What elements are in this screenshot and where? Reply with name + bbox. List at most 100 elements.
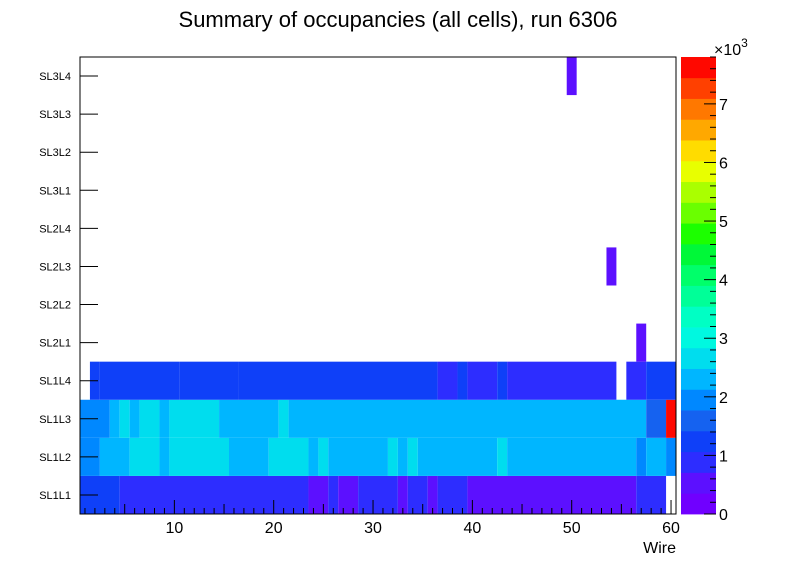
color-scale-swatch-2: [681, 451, 716, 473]
color-scale-swatch-1: [681, 472, 716, 494]
y-tick-label-sl2l1: SL2L1: [39, 338, 71, 350]
color-scale-swatch-19: [681, 98, 716, 120]
heatmap-cell-sl1l1-wire-57-59: [636, 475, 667, 514]
heatmap-cell-sl1l4-wire-44-54: [507, 361, 617, 400]
heatmap-cell-sl2l3-wire-54-54: [606, 247, 617, 286]
color-scale-swatch-5: [681, 389, 716, 411]
heatmap-cell-sl1l4-wire-43-43: [497, 361, 508, 400]
color-scale-swatch-21: [681, 57, 716, 79]
color-scale-label-4000: 4: [719, 273, 728, 290]
heatmap-cell-sl1l2-wire-20-23: [268, 437, 309, 476]
heatmap-cell-sl1l1-wire-27-28: [338, 475, 359, 514]
heatmap-cell-sl1l1-wire-34-35: [407, 475, 428, 514]
heatmap-cell-sl1l2-wire-57-57: [636, 437, 647, 476]
y-tick-label-sl1l1: SL1L1: [39, 490, 71, 502]
color-scale-swatch-14: [681, 202, 716, 224]
heatmap-cell-sl1l2-wire-9-9: [159, 437, 170, 476]
color-scale-label-7000: 7: [719, 97, 728, 114]
y-tick-label-sl2l4: SL2L4: [39, 223, 71, 235]
heatmap-cell-sl1l2-wire-34-34: [407, 437, 418, 476]
heatmap-cell-sl1l3-wire-5-5: [119, 399, 130, 438]
x-tick-label-30: 30: [364, 520, 382, 537]
heatmap-cell-sl1l2-wire-43-43: [497, 437, 508, 476]
heatmap-cell-sl1l4-wire-3-10: [99, 361, 180, 400]
multiplier-base: ×10: [714, 42, 741, 59]
y-tick-label-sl3l3: SL3L3: [39, 109, 71, 121]
heatmap-cell-sl1l4-wire-17-36: [238, 361, 438, 400]
heatmap-cell-sl1l2-wire-25-25: [318, 437, 329, 476]
y-tick-label-sl3l4: SL3L4: [39, 71, 71, 83]
heatmap-cell-sl1l2-wire-16-19: [229, 437, 269, 476]
x-tick-label-20: 20: [265, 520, 283, 537]
heatmap-cell-sl1l2-wire-33-33: [397, 437, 408, 476]
heatmap-cell-sl1l3-wire-58-59: [646, 399, 667, 438]
y-tick-label-sl2l3: SL2L3: [39, 261, 71, 273]
heatmap-cell-sl1l2-wire-10-15: [169, 437, 229, 476]
heatmap-cell-sl1l1-wire-33-33: [397, 475, 408, 514]
color-scale-label-6000: 6: [719, 155, 728, 172]
y-tick-label-sl3l1: SL3L1: [39, 185, 71, 197]
color-scale-swatch-11: [681, 264, 716, 286]
x-tick-label-40: 40: [463, 520, 481, 537]
color-scale-label-2000: 2: [719, 390, 728, 407]
heatmap-cell-sl1l3-wire-4-4: [109, 399, 120, 438]
plot-frame: [79, 56, 677, 515]
heatmap-cell-sl1l1-wire-29-32: [358, 475, 398, 514]
color-scale-label-5000: 5: [719, 214, 728, 231]
color-scale-swatch-8: [681, 327, 716, 349]
heatmap-cell-sl1l2-wire-60-60: [666, 437, 676, 476]
color-scale-swatch-18: [681, 119, 716, 141]
color-scale-swatch-20: [681, 77, 716, 99]
heatmap-cell-sl1l1-wire-40-56: [467, 475, 637, 514]
heatmap-cell-sl3l4-wire-50-50: [566, 57, 577, 96]
heatmap-cell-sl1l2-wire-26-31: [328, 437, 388, 476]
color-scale-swatch-9: [681, 306, 716, 328]
color-scale-swatch-3: [681, 430, 716, 453]
y-tick-label-sl1l3: SL1L3: [39, 414, 71, 426]
x-axis-title: Wire: [643, 540, 676, 557]
heatmap-cell-sl1l2-wire-44-56: [507, 437, 637, 476]
heatmap-cell-sl1l3-wire-15-20: [219, 399, 279, 438]
heatmap-cell-sl1l3-wire-21-21: [278, 399, 289, 438]
color-scale-swatch-12: [681, 243, 716, 266]
heatmap-cell-sl2l1-wire-57-57: [636, 323, 647, 362]
heatmap-cell-sl1l2-wire-58-59: [646, 437, 667, 476]
color-scale-swatch-0: [681, 493, 716, 515]
heatmap-cell-sl1l1-wire-26-26: [328, 475, 339, 514]
color-scale-label-0: 0: [719, 507, 728, 524]
heatmap-cell-sl1l4-wire-56-57: [626, 361, 647, 400]
heatmap-cell-sl1l2-wire-3-5: [99, 437, 130, 476]
x-tick-label-10: 10: [165, 520, 183, 537]
chart-title: Summary of occupancies (all cells), run …: [179, 7, 618, 32]
multiplier-exponent: 3: [741, 36, 748, 50]
x-axis: 10 20 30 40 50 60: [84, 500, 680, 537]
color-scale-swatch-17: [681, 140, 716, 162]
heatmap-cell-sl1l3-wire-60-60: [666, 399, 676, 438]
color-scale-swatch-6: [681, 368, 716, 390]
color-scale-swatch-15: [681, 181, 716, 203]
heatmap-cell-sl1l3-wire-9-9: [159, 399, 170, 438]
heatmap-cells: [80, 57, 676, 514]
heatmap-cell-sl1l3-wire-22-57: [288, 399, 647, 438]
color-scale-swatch-13: [681, 223, 716, 245]
heatmap-cell-sl1l3-wire-7-8: [139, 399, 160, 438]
heatmap-cell-sl1l2-wire-6-8: [129, 437, 160, 476]
x-tick-label-50: 50: [563, 520, 581, 537]
color-scale-swatch-4: [681, 410, 716, 432]
color-scale-label-3000: 3: [719, 331, 728, 348]
heatmap-cell-sl1l4-wire-39-39: [457, 361, 468, 400]
heatmap-cell-sl1l3-wire-10-14: [169, 399, 220, 438]
color-scale-multiplier: ×103: [714, 36, 748, 59]
y-tick-label-sl1l2: SL1L2: [39, 452, 71, 464]
x-tick-label-60: 60: [662, 520, 680, 537]
heatmap-cell-sl1l3-wire-6-6: [129, 399, 140, 438]
heatmap-cell-sl1l4-wire-40-42: [467, 361, 498, 400]
y-tick-label-sl1l4: SL1L4: [39, 376, 71, 388]
heatmap-cell-sl1l2-wire-32-32: [387, 437, 398, 476]
heatmap-cell-sl1l2-wire-35-42: [417, 437, 498, 476]
color-scale-axis: 0 1 2 3 4 5 6 7: [704, 56, 728, 524]
y-tick-label-sl2l2: SL2L2: [39, 300, 71, 312]
color-scale-label-1000: 1: [719, 448, 728, 465]
color-scale-bar: [681, 57, 716, 515]
